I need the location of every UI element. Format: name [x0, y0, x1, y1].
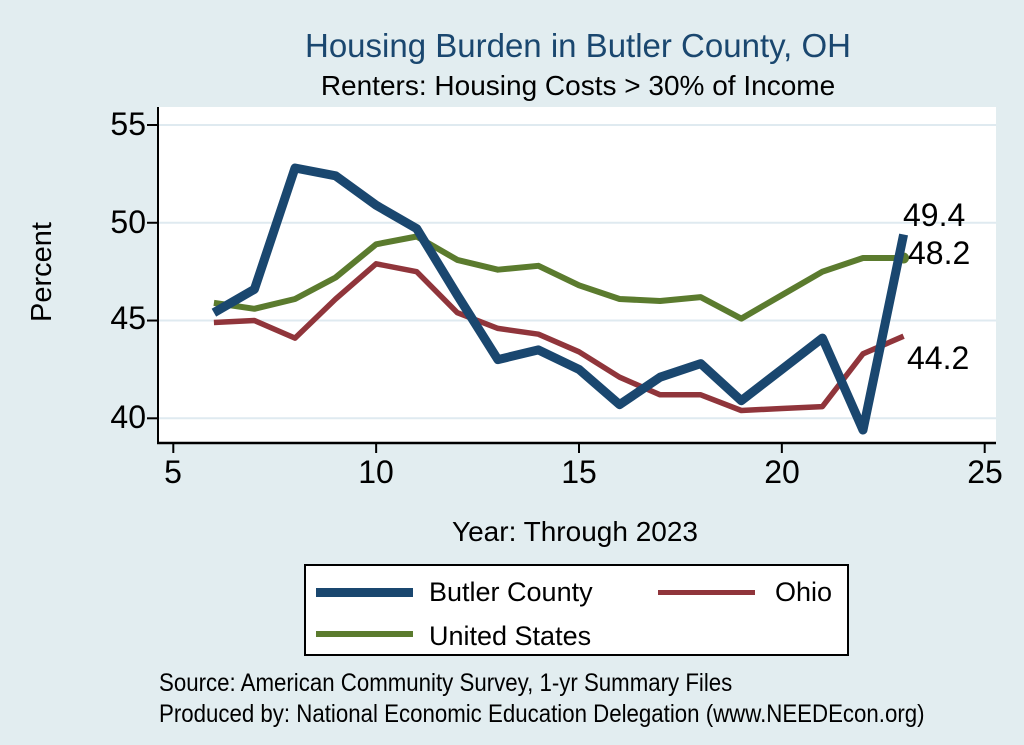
- legend-box: Butler County Ohio United States: [304, 564, 849, 656]
- plot-background: [157, 107, 996, 444]
- series-line-butler-county: [211, 163, 909, 435]
- legend-swatch-ohio: [658, 590, 755, 595]
- end-value-label-butler: 49.4: [903, 197, 966, 233]
- legend-swatch-us: [316, 631, 413, 637]
- source-notes: Source: American Community Survey, 1-yr …: [159, 668, 925, 730]
- y-axis-title: Percent: [26, 222, 58, 322]
- legend-label-us: United States: [429, 621, 592, 651]
- y-tick-label: 55: [110, 106, 146, 142]
- x-tick-label: 10: [358, 454, 394, 490]
- y-tick-label: 50: [110, 204, 146, 240]
- chart-subtitle: Renters: Housing Costs > 30% of Income: [320, 70, 836, 101]
- legend-swatch-butler: [316, 588, 413, 597]
- series-line-united-states: [213, 233, 904, 322]
- x-tick-label: 25: [967, 454, 1003, 490]
- produced-by-line: Produced by: National Economic Education…: [159, 700, 925, 728]
- y-tick-label: 40: [110, 399, 146, 435]
- series-line-ohio: [213, 261, 905, 414]
- end-value-label-ohio: 44.2: [907, 340, 970, 376]
- chart-title: Housing Burden in Butler County, OH: [305, 27, 851, 64]
- y-tick-label: 45: [110, 300, 146, 336]
- x-tick-label: 15: [561, 454, 597, 490]
- x-tick-label: 5: [164, 454, 182, 490]
- end-value-label-us: 48.2: [908, 235, 971, 271]
- x-axis-title: Year: Through 2023: [452, 516, 698, 547]
- legend-label-butler: Butler County: [429, 577, 593, 607]
- legend-label-ohio: Ohio: [775, 577, 833, 607]
- x-tick-label: 20: [764, 454, 800, 490]
- source-line: Source: American Community Survey, 1-yr …: [159, 669, 733, 697]
